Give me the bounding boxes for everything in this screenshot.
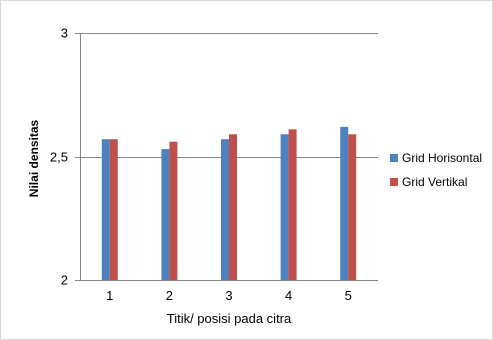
x-tick-label: 2: [166, 288, 173, 303]
tick-labels: 2 2,5 3 1 2 3 4 5: [50, 26, 352, 304]
y-axis-title: Nilai densitas: [27, 120, 41, 198]
x-tick-label: 3: [225, 288, 232, 303]
legend-label: Grid Vertikal: [402, 175, 467, 189]
bar: [101, 139, 110, 280]
bar: [221, 139, 229, 280]
x-tick-label: 5: [345, 288, 352, 303]
x-axis-title: Titik/ posisi pada citra: [167, 311, 292, 326]
axes: [75, 33, 378, 281]
x-tick-label: 1: [106, 288, 113, 303]
bar: [288, 129, 297, 280]
bar: [340, 126, 349, 280]
y-tick-label: 3: [61, 26, 68, 41]
bar: [161, 149, 170, 280]
bar: [348, 134, 357, 280]
x-tick-label: 4: [285, 288, 292, 303]
legend-swatch: [390, 178, 398, 186]
legend-swatch: [390, 154, 398, 162]
y-tick-label: 2,5: [50, 150, 68, 165]
bar: [229, 134, 237, 280]
bar: [169, 141, 178, 280]
legend-label: Grid Horisontal: [402, 151, 482, 165]
bars: [101, 126, 357, 280]
legend: Grid Horisontal Grid Vertikal: [390, 151, 482, 189]
bar: [109, 139, 118, 280]
y-tick-label: 2: [61, 273, 68, 288]
bar: [280, 134, 289, 280]
